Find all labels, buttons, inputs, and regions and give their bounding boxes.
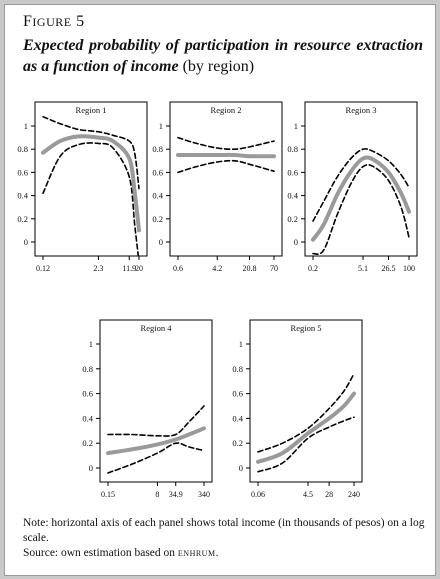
panel-4-y-tick-label: 0.4 xyxy=(82,413,93,423)
panel-2-frame xyxy=(169,101,283,257)
panel-3-estimate-line xyxy=(311,155,411,242)
panel-2-y-tick-label: 0.2 xyxy=(152,214,163,224)
source-prefix: Source: own estimation based on xyxy=(23,547,178,559)
panel-5-frame xyxy=(249,319,363,483)
panel-1-y-tick-label: 0 xyxy=(24,237,28,247)
panel-1-x-tick-label: 0.12 xyxy=(36,264,50,273)
panel-2-x-tick-label: 0.6 xyxy=(173,264,183,273)
panel-3-y-tick-label: 1 xyxy=(294,121,298,131)
figure-title: Expected probability of participation in… xyxy=(23,35,423,77)
panel-3-y-tick-label: 0.6 xyxy=(287,167,298,177)
panel-4-frame xyxy=(99,319,213,483)
source-name: enhrum xyxy=(177,547,216,559)
panel-5-estimate-line xyxy=(256,391,356,464)
panel-1-x-tick-label: 11.9 xyxy=(122,264,136,273)
figure-card: FIGURE 5 Expected probability of partici… xyxy=(4,4,436,576)
panel-3-lower-line xyxy=(312,164,410,255)
panel-1-y-tick-label: 0.8 xyxy=(17,144,28,154)
panel-4-y-tick-label: 0.8 xyxy=(82,364,93,374)
panel-3-y-tick-label: 0.8 xyxy=(287,144,298,154)
panel-4-x-tick-label: 0.15 xyxy=(101,490,115,499)
panel-1-title: Region 1 xyxy=(76,105,107,115)
panel-2-y-tick-label: 0.4 xyxy=(152,191,163,201)
charts-area: Region 1 0 0.2 0.4 0.6 0.8 1 0.12 2.3 11.920 Regio… xyxy=(17,101,418,499)
panel-3-upper-line xyxy=(312,148,410,222)
panel-5-title: Region 5 xyxy=(291,323,322,333)
panel-4-y-tick-label: 0.6 xyxy=(82,389,93,399)
panel-4-lower-line xyxy=(107,442,205,474)
figure-title-subtitle: (by region) xyxy=(182,58,255,75)
figure-number: 5 xyxy=(76,13,85,30)
panel-2-title: Region 2 xyxy=(211,105,242,115)
figure-label-initial: F xyxy=(23,13,33,30)
panel-3-frame xyxy=(304,101,418,257)
panel-2-y-tick-label: 0.6 xyxy=(152,167,163,177)
panel-4-y-tick-label: 1 xyxy=(89,339,93,349)
panel-5-y-tick-label: 1 xyxy=(239,339,243,349)
panel-5-y-tick-label: 0 xyxy=(239,463,243,473)
panel-5-lower-line xyxy=(257,416,355,473)
figure-label-rest: IGURE xyxy=(32,15,72,29)
panel-1-estimate-line xyxy=(41,134,141,233)
panel-3-x-tick-label: 0.2 xyxy=(308,264,318,273)
panel-4-upper-line xyxy=(107,405,205,437)
panel-5-x-tick-label: 0.06 xyxy=(251,490,265,499)
panel-5-x-tick-label: 4.5 xyxy=(303,490,313,499)
panel-3-title: Region 3 xyxy=(346,105,377,115)
panel-2-x-tick-label: 20.8 xyxy=(243,264,257,273)
note-text: Note: horizontal axis of each panel show… xyxy=(23,517,425,544)
panel-4-estimate-line xyxy=(106,426,206,456)
panel-4-y-tick-label: 0 xyxy=(89,463,93,473)
figure-title-main: Expected probability of participation in… xyxy=(23,37,423,75)
panel-2-y-tick-label: 1 xyxy=(159,121,163,131)
panel-5-y-tick-label: 0.6 xyxy=(232,389,243,399)
panel-1-y-tick-label: 0.4 xyxy=(17,191,28,201)
panel-1-x-tick-label: 2.3 xyxy=(93,264,103,273)
panel-1-y-tick-label: 0.2 xyxy=(17,214,28,224)
panel-3-x-tick-label: 100 xyxy=(403,264,415,273)
figure-note: Note: horizontal axis of each panel show… xyxy=(23,516,425,561)
panel-5-y-tick-label: 0.2 xyxy=(232,438,243,448)
panel-1-y-tick-label: 1 xyxy=(24,121,28,131)
panel-5-y-tick-label: 0.8 xyxy=(232,364,243,374)
panel-3-x-tick-label: 26.5 xyxy=(381,264,395,273)
source-suffix: . xyxy=(215,547,219,559)
panel-3-y-tick-label: 0.4 xyxy=(287,191,298,201)
panel-3-y-tick-label: 0 xyxy=(294,237,298,247)
panel-5-x-tick-label: 240 xyxy=(348,490,360,499)
source-line: Source: own estimation based on enhrum. xyxy=(23,546,425,561)
panel-4-title: Region 4 xyxy=(141,323,173,333)
panel-1-lower-line xyxy=(42,142,140,256)
panel-4-x-tick-label: 34.9 xyxy=(169,490,183,499)
panel-2-estimate-line xyxy=(176,152,276,159)
panel-5-y-tick-label: 0.4 xyxy=(232,413,243,423)
panel-1-x-tick-label: 20 xyxy=(135,264,143,273)
panel-4-y-tick-label: 0.2 xyxy=(82,438,93,448)
panel-2-lower-line xyxy=(177,159,275,174)
panel-2-upper-line xyxy=(177,136,275,151)
panel-3-y-tick-label: 0.2 xyxy=(287,214,298,224)
panel-3-x-tick-label: 5.1 xyxy=(358,264,368,273)
panel-5-x-tick-label: 28 xyxy=(325,490,333,499)
panel-2-y-tick-label: 0.8 xyxy=(152,144,163,154)
panel-2-y-tick-label: 0 xyxy=(159,237,163,247)
panel-4-x-tick-label: 8 xyxy=(155,490,159,499)
figure-label: FIGURE 5 xyxy=(23,13,85,31)
panel-4-x-tick-label: 340 xyxy=(198,490,210,499)
panel-1-y-tick-label: 0.6 xyxy=(17,167,28,177)
panel-1-upper-line xyxy=(42,115,140,190)
panel-1-frame xyxy=(34,101,148,257)
panel-2-x-tick-label: 4.2 xyxy=(212,264,222,273)
panel-2-x-tick-label: 70 xyxy=(270,264,278,273)
panel-5-upper-line xyxy=(257,373,355,453)
